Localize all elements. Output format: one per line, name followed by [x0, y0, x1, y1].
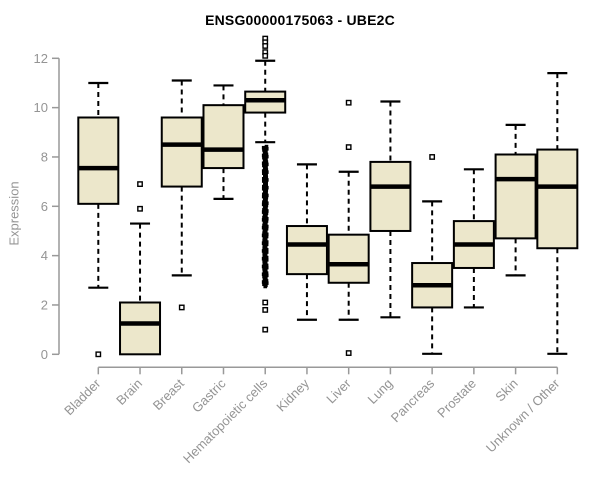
outlier-point [137, 181, 143, 187]
y-axis: 0 2 4 6 8 10 12 [34, 51, 60, 362]
boxplot-prostate [452, 168, 495, 309]
chart-title: ENSG00000175063 - UBE2C [205, 12, 395, 28]
x-tick-label-bladder: Bladder [61, 375, 104, 418]
y-tick-label: 4 [41, 248, 48, 263]
x-tick-label-unknown-other: Unknown / Other [483, 375, 563, 455]
outlier-point [345, 350, 352, 356]
y-tick-label: 2 [41, 297, 48, 312]
boxplot-breast [160, 79, 203, 311]
boxplot-liver [327, 99, 370, 356]
x-tick-label-prostate: Prostate [434, 376, 479, 421]
boxplot-lung [369, 100, 412, 319]
boxplot-kidney [285, 163, 328, 321]
boxplot-hematopoietic-cells [244, 35, 287, 333]
outlier-point [95, 351, 102, 358]
x-tick-label-gastric: Gastric [189, 375, 229, 415]
outlier-point [262, 43, 269, 49]
outlier-point [137, 205, 143, 212]
x-tick-label-breast: Breast [150, 376, 187, 413]
boxplot-bladder [77, 81, 120, 358]
outlier-point [345, 99, 352, 106]
outlier-point [262, 299, 269, 306]
y-tick-label: 8 [41, 149, 48, 164]
outlier-point [345, 144, 352, 150]
boxplot-unknown-other [536, 71, 579, 355]
y-tick-label: 10 [34, 100, 48, 115]
x-tick-label-brain: Brain [113, 376, 145, 408]
x-tick-label-pancreas: Pancreas [388, 375, 438, 425]
x-tick-label-kidney: Kidney [273, 375, 312, 414]
x-tick-label-liver: Liver [323, 375, 354, 406]
boxplot-skin [494, 123, 537, 277]
y-axis-title: Expression [6, 181, 22, 246]
boxplot-pancreas [411, 154, 454, 355]
outlier-point [262, 52, 269, 59]
outlier-point [262, 326, 269, 333]
boxplot-gastric [202, 84, 245, 200]
outlier-point [262, 307, 269, 313]
y-tick-label: 6 [41, 199, 48, 214]
outlier-point [429, 154, 436, 160]
boxplot-brain [119, 181, 162, 356]
y-tick-label: 0 [41, 347, 48, 362]
x-tick-label-skin: Skin [492, 376, 520, 404]
outlier-point [178, 304, 185, 311]
x-tick-label-lung: Lung [364, 376, 395, 407]
y-tick-label: 12 [34, 51, 48, 66]
